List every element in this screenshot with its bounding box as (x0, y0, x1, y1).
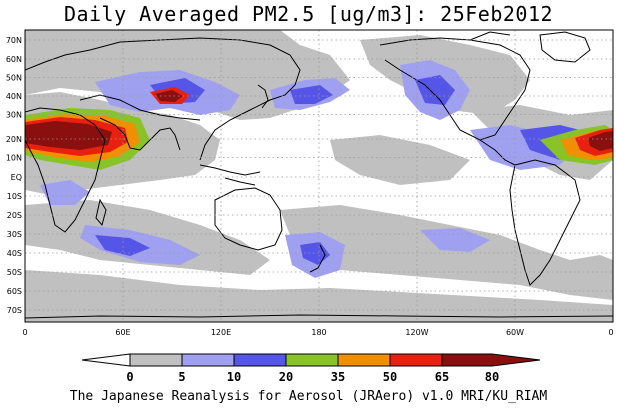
lat-label-30s: 30S (7, 230, 22, 239)
lon-label-120e: 120E (211, 328, 231, 337)
colorbar: 0 5 10 20 35 50 65 80 (81, 353, 541, 384)
lat-label-20n: 20N (6, 135, 22, 144)
lat-label-20s: 20S (7, 211, 22, 220)
lon-label-0-left: 0 (22, 328, 27, 337)
lat-label-eq: EQ (11, 173, 22, 182)
lon-label-60w: 60W (506, 328, 524, 337)
colorbar-label-20: 20 (279, 370, 293, 384)
credit-line: The Japanese Reanalysis for Aerosol (JRA… (69, 389, 548, 404)
lat-label-50n: 50N (6, 74, 22, 83)
lat-label-50s: 50S (7, 268, 22, 277)
colorbar-label-10: 10 (227, 370, 241, 384)
lon-label-60e: 60E (115, 328, 130, 337)
colorbar-segment-0 (81, 353, 131, 367)
lat-label-60s: 60S (7, 287, 22, 296)
longitude-labels: 0 60E 120E 180 120W 60W 0 (22, 328, 613, 337)
colorbar-segment-3 (233, 353, 287, 367)
lat-label-70n: 70N (6, 36, 22, 45)
colorbar-segment-1 (129, 353, 183, 367)
lat-label-40s: 40S (7, 249, 22, 258)
map-title: Daily Averaged PM2.5 [ug/m3]: 25Feb2012 (63, 2, 554, 26)
map-area (25, 30, 613, 322)
colorbar-segment-7 (441, 353, 541, 367)
colorbar-label-50: 50 (383, 370, 397, 384)
coastlines (25, 31, 613, 319)
lon-label-180: 180 (311, 328, 326, 337)
colorbar-label-65: 65 (435, 370, 449, 384)
lat-label-40n: 40N (6, 92, 22, 101)
colorbar-label-5: 5 (178, 370, 185, 384)
lat-label-60n: 60N (6, 55, 22, 64)
colorbar-segment-2 (181, 353, 235, 367)
lat-label-70s: 70S (7, 306, 22, 315)
colorbar-segment-4 (285, 353, 339, 367)
colorbar-segment-5 (337, 353, 391, 367)
lat-label-10n: 10N (6, 154, 22, 163)
colorbar-label-80: 80 (485, 370, 499, 384)
colorbar-segment-6 (389, 353, 443, 367)
latitude-labels: 70N 60N 50N 40N 30N 20N 10N EQ 10S 20S 3… (6, 36, 22, 315)
lon-label-120w: 120W (405, 328, 428, 337)
map-gridlines (25, 30, 613, 322)
lat-label-30n: 30N (6, 111, 22, 120)
map-frame (24, 29, 614, 323)
colorbar-label-0: 0 (126, 370, 133, 384)
colorbar-label-35: 35 (331, 370, 345, 384)
lat-label-10s: 10S (7, 192, 22, 201)
lon-label-0-right: 0 (608, 328, 613, 337)
